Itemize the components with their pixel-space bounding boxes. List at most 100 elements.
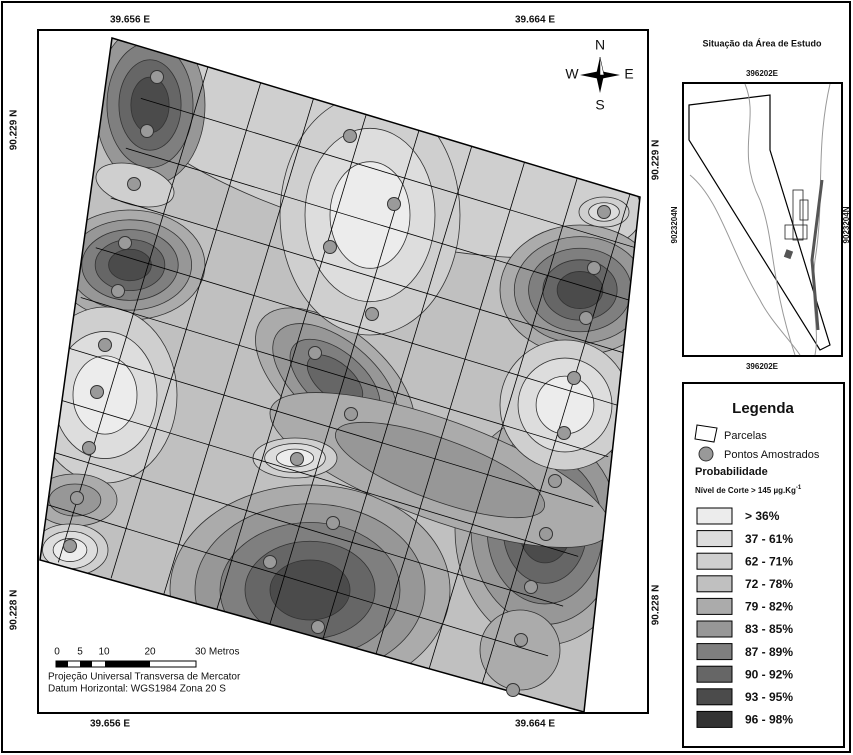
- sample-point: [326, 516, 340, 530]
- sample-point: [111, 284, 125, 298]
- sample-point: [311, 620, 325, 634]
- inset-road: [744, 83, 796, 356]
- compass-label: N: [595, 37, 605, 53]
- sample-point: [365, 307, 379, 321]
- coord-label: 39.664 E: [515, 15, 555, 26]
- sample-point: [82, 441, 96, 455]
- contour-zone: [108, 248, 152, 282]
- sample-point: [140, 124, 154, 138]
- sample-point: [70, 491, 84, 505]
- legend-class-label: 83 - 85%: [745, 622, 793, 636]
- sample-point: [118, 236, 132, 250]
- inset-study-area: [783, 249, 794, 260]
- sample-point: [344, 407, 358, 421]
- inset-coord: 9023204N: [670, 206, 679, 243]
- inset-coord: 396202E: [746, 69, 779, 78]
- contour-zone: [535, 375, 595, 435]
- legend-swatch: [696, 530, 733, 548]
- contour-zone: [269, 559, 351, 621]
- inset-road: [689, 174, 801, 356]
- coord-label: 90.229 N: [9, 110, 20, 151]
- coord-label: 90.228 N: [651, 585, 662, 626]
- inset-road: [813, 83, 831, 356]
- compass-label: E: [624, 66, 633, 82]
- compass-needle: [599, 56, 605, 76]
- coord-label: 90.229 N: [651, 140, 662, 181]
- compass: N S W E: [565, 37, 633, 113]
- legend-parcel-symbol: [694, 424, 718, 443]
- compass-label: S: [595, 97, 604, 113]
- legend-class-label: 79 - 82%: [745, 600, 793, 614]
- sample-point: [263, 555, 277, 569]
- sample-point: [150, 70, 164, 84]
- inset-buildings: [784, 189, 809, 241]
- sample-point: [308, 346, 322, 360]
- contour-zone: [334, 421, 546, 519]
- cutoff-exponent: -1: [796, 485, 802, 491]
- legend-subtitle: Probabilidade: [695, 466, 768, 478]
- parcel-line: [40, 446, 564, 607]
- sample-point: [290, 452, 304, 466]
- map-border: [39, 37, 641, 713]
- parcel-line: [374, 159, 526, 659]
- sample-point: [514, 633, 528, 647]
- inset-river: [810, 179, 824, 331]
- scale-segment: [105, 661, 150, 667]
- sample-point: [343, 129, 357, 143]
- sample-point: [567, 371, 581, 385]
- coord-label: 39.664 E: [515, 719, 555, 730]
- sample-point: [63, 539, 77, 553]
- scale-bar: 0 5 10 20 30 Metros Projeção Universal T…: [48, 647, 241, 695]
- coord-label: 90.228 N: [9, 590, 20, 631]
- contour-zone: [72, 355, 138, 435]
- legend-swatch: [696, 688, 733, 706]
- sample-point: [127, 177, 141, 191]
- sample-point: [579, 311, 593, 325]
- legend-swatch: [696, 710, 733, 728]
- sample-point: [506, 683, 520, 697]
- legend-swatch: [696, 620, 733, 638]
- legend-swatch: [696, 507, 733, 525]
- legend-swatch: [696, 643, 733, 661]
- scale-label: 30 Metros: [195, 647, 239, 658]
- legend-swatch: [696, 575, 733, 593]
- parcel-grid: [40, 64, 640, 690]
- sample-point: [548, 474, 562, 488]
- scale-segment: [80, 661, 92, 667]
- legend-class-label: > 36%: [745, 509, 780, 523]
- legend-item: Pontos Amostrados: [724, 449, 820, 461]
- inset-coord: 9023204N: [842, 206, 851, 243]
- sample-points: [63, 70, 611, 697]
- coord-label: 39.656 E: [90, 719, 130, 730]
- parcel-line: [427, 175, 579, 674]
- legend-class-label: 96 - 98%: [745, 713, 793, 727]
- legend-class-label: 87 - 89%: [745, 645, 793, 659]
- sample-point: [387, 197, 401, 211]
- parcel-line: [50, 396, 579, 557]
- parcel-line: [40, 496, 549, 657]
- legend-class-label: 90 - 92%: [745, 667, 793, 681]
- inset-coord: 396202E: [746, 362, 779, 371]
- sample-point: [587, 261, 601, 275]
- legend-swatch: [696, 552, 733, 570]
- legend-cutoff: Nível de Corte > 145 µg.Kg-1: [695, 485, 802, 496]
- legend-class-label: 93 - 95%: [745, 690, 793, 704]
- legend: Legenda Parcelas Pontos Amostrados Proba…: [682, 382, 845, 748]
- sample-point: [557, 426, 571, 440]
- scale-label: 10: [98, 647, 110, 658]
- sample-point: [90, 385, 104, 399]
- scale-label: 20: [144, 647, 156, 658]
- sample-point: [524, 580, 538, 594]
- projection-note: Projeção Universal Transversa de Mercato…: [48, 672, 241, 683]
- parcel-line: [65, 346, 594, 507]
- legend-title: Legenda: [732, 400, 794, 417]
- coord-label: 39.656 E: [110, 15, 150, 26]
- sample-point: [323, 240, 337, 254]
- inset-area: [688, 94, 831, 351]
- parcel-line: [80, 297, 609, 458]
- legend-class-label: 62 - 71%: [745, 554, 793, 568]
- scale-segment: [56, 661, 68, 667]
- datum-note: Datum Horizontal: WGS1984 Zona 20 S: [48, 684, 226, 695]
- legend-point-symbol: [698, 446, 714, 462]
